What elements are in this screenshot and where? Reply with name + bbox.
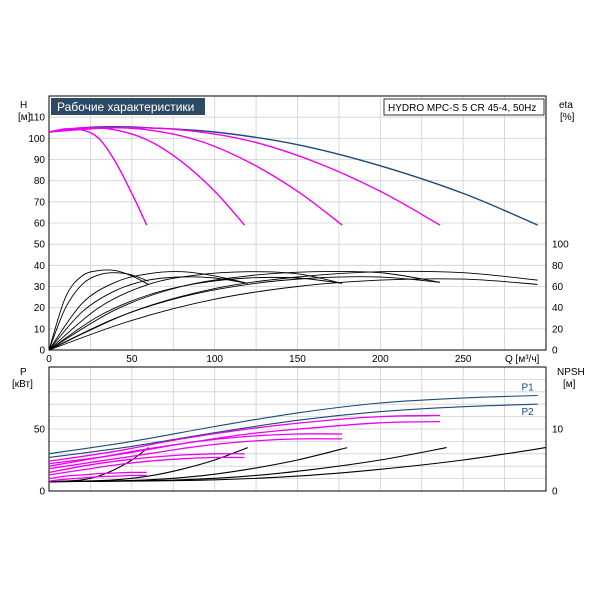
top-eta-tick-label: 20: [552, 324, 564, 335]
top-y-left-label-1: H: [20, 100, 27, 111]
power-curve-reduced-speed: [48, 414, 441, 462]
product-label: HYDRO MPC-S 5 CR 45-4, 50Hz: [388, 103, 536, 114]
bottom-y-left-label-1: P: [20, 367, 27, 378]
head-curve-reduced-speed: [48, 126, 441, 226]
bottom-y-right-label-2: [м]: [563, 379, 576, 390]
top-y-tick-label: 100: [28, 134, 45, 145]
power-curve-p2: [48, 403, 538, 459]
bottom-p-tick-label: 0: [39, 487, 45, 498]
top-y-tick-label: 50: [34, 240, 46, 251]
power-curve-p1: [48, 394, 538, 455]
top-x-tick-label: 100: [206, 354, 223, 365]
top-plot-frame: [48, 95, 547, 351]
bottom-series-group: P1 P2: [48, 383, 547, 483]
power-curve-reduced-speed: [48, 474, 147, 482]
efficiency-curve: [48, 270, 441, 351]
top-eta-tick-label: 0: [552, 346, 558, 357]
top-x-tick-label: 250: [455, 354, 472, 365]
top-tick-labels: 0 10 20 30 40 50 60 70 80 90 100 110 0 20 40 60 80 100 0 50…: [28, 113, 569, 365]
top-eta-tick-label: 40: [552, 303, 564, 314]
product-label-box: [383, 98, 545, 116]
top-eta-tick-label: 60: [552, 282, 564, 293]
top-y-tick-label: 0: [39, 346, 45, 357]
head-curve-full-speed: [48, 125, 538, 226]
top-y-right-label-2: [%]: [560, 112, 575, 123]
bottom-y-right-label-1: NPSH: [557, 367, 585, 378]
bottom-plot-frame: [48, 366, 547, 492]
efficiency-curve: [48, 272, 149, 351]
top-x-tick-label: 200: [372, 354, 389, 365]
head-curve-reduced-speed: [48, 126, 246, 226]
efficiency-curve: [48, 271, 248, 351]
top-series-group: [48, 125, 538, 351]
top-y-tick-label: 110: [29, 113, 45, 124]
efficiency-curve: [48, 276, 248, 351]
top-y-tick-label: 60: [34, 219, 46, 230]
power-curve-reduced-speed: [48, 453, 245, 474]
head-curve-reduced-speed: [48, 126, 343, 226]
top-y-tick-label: 30: [34, 282, 46, 293]
top-y-left-label-2: [м]: [18, 112, 31, 123]
top-y-tick-label: 10: [34, 324, 46, 335]
top-y-tick-label: 20: [34, 303, 46, 314]
bottom-npsh-tick-label: 0: [552, 487, 558, 498]
bottom-p-tick-label: 50: [34, 425, 46, 436]
power-curve-reduced-speed: [48, 456, 245, 476]
top-x-label: Q [м³/ч]: [505, 354, 540, 365]
top-y-tick-label: 40: [34, 261, 46, 272]
top-eta-tick-label: 100: [552, 240, 569, 251]
power-curve-reduced-speed: [48, 433, 343, 467]
top-x-tick-label: 0: [46, 354, 52, 365]
bottom-npsh-tick-label: 10: [552, 425, 564, 436]
top-y-tick-label: 90: [34, 155, 46, 166]
top-x-tick-label: 50: [126, 354, 138, 365]
bottom-y-left-label-2: [кВт]: [12, 379, 33, 390]
efficiency-curve: [48, 276, 343, 351]
power-curve-reduced-speed: [48, 471, 147, 480]
efficiency-curve: [48, 278, 538, 351]
title-box: [51, 98, 205, 115]
efficiency-curve: [48, 271, 343, 351]
top-eta-tick-label: 80: [552, 261, 564, 272]
top-y-right-label-1: eta: [559, 100, 573, 111]
top-y-tick-label: 70: [34, 197, 46, 208]
chart-title: Рабочие характеристики: [57, 100, 194, 114]
top-y-tick-label: 80: [34, 176, 46, 187]
top-grid: [49, 96, 546, 350]
npsh-curve: [48, 447, 547, 483]
efficiency-curve: [48, 270, 538, 351]
top-x-tick-label: 150: [289, 354, 306, 365]
bottom-panel: P1 P2 0 50 0 10 P [кВт] NPSH [м]: [12, 366, 585, 498]
bottom-tick-labels: 0 50 0 10: [34, 425, 564, 498]
power-curve-reduced-speed: [48, 438, 343, 470]
efficiency-curve: [48, 269, 149, 351]
top-panel: 0 10 20 30 40 50 60 70 80 90 100 110 0 20 40 60 80 100 0 50…: [18, 95, 575, 365]
p2-series-label: P2: [521, 407, 534, 418]
p1-series-label: P1: [521, 383, 534, 394]
